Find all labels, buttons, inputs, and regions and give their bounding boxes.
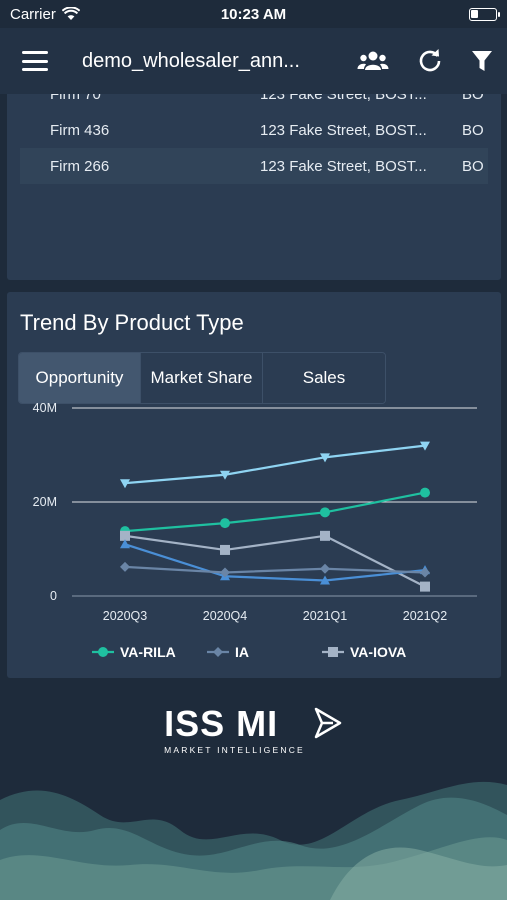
chart-tabs: Opportunity Market Share Sales <box>18 352 386 404</box>
legend-label: IA <box>235 644 249 660</box>
data-point <box>320 575 330 585</box>
wifi-icon <box>61 7 80 20</box>
tab-opportunity[interactable]: Opportunity <box>19 353 141 403</box>
decorative-waves <box>0 781 507 900</box>
data-point <box>420 567 430 578</box>
series-line <box>124 491 426 533</box>
series-line <box>124 565 426 574</box>
carrier-label: Carrier <box>10 5 56 23</box>
legend-marker <box>213 647 223 657</box>
data-point <box>220 470 230 480</box>
data-point <box>220 518 230 529</box>
filter-icon[interactable] <box>471 49 493 73</box>
firm-address: 123 Fake Street, BOST... <box>260 94 427 103</box>
battery-icon <box>469 7 500 21</box>
data-point <box>320 453 330 463</box>
logo-arrow-icon <box>314 707 342 739</box>
x-tick-label: 2021Q2 <box>403 609 448 623</box>
x-tick-label: 2021Q1 <box>303 609 348 623</box>
app-header: demo_wholesaler_ann... <box>0 28 507 94</box>
x-tick-label: 2020Q4 <box>203 609 248 623</box>
logo-text: ISS MI <box>164 703 279 744</box>
tab-sales[interactable]: Sales <box>263 353 385 403</box>
data-point <box>220 544 230 555</box>
legend-marker <box>98 647 108 657</box>
page-title: demo_wholesaler_ann... <box>82 49 300 72</box>
firm-address: 123 Fake Street, BOST... <box>260 121 427 139</box>
data-point <box>220 567 230 578</box>
trend-line-chart: 0 20M 40M 2020Q3 2020Q4 2021Q1 2021Q2 VA-RILA IA… <box>33 401 477 660</box>
firm-city: BO <box>462 157 484 175</box>
firm-name: Firm 266 <box>50 157 110 175</box>
table-row[interactable]: Firm 266 123 Fake Street, BOST... BO <box>20 148 488 184</box>
data-point <box>420 487 430 498</box>
legend-label: VA-RILA <box>120 644 176 660</box>
data-point <box>420 581 430 592</box>
firm-city: BO <box>462 94 484 103</box>
data-point <box>320 507 330 518</box>
firm-address: 123 Fake Street, BOST... <box>260 157 427 175</box>
users-icon[interactable] <box>357 50 389 72</box>
refresh-icon[interactable] <box>417 48 443 74</box>
series-line <box>124 543 426 582</box>
x-tick-label: 2020Q3 <box>103 609 148 623</box>
data-point <box>120 561 130 572</box>
data-point <box>120 539 130 549</box>
status-bar: Carrier 10:23 AM <box>0 0 507 28</box>
chart-title: Trend By Product Type <box>20 310 244 335</box>
legend-marker <box>328 647 338 657</box>
firm-city: BO <box>462 121 484 139</box>
data-point <box>420 441 430 451</box>
series-line <box>124 534 426 588</box>
data-point <box>320 530 330 541</box>
iss-mi-logo: ISS MI MARKET INTELLIGENCE <box>0 706 507 755</box>
firms-table: Firm 70 123 Fake Street, BOST... BO Firm… <box>7 94 501 280</box>
data-point <box>120 530 130 541</box>
y-tick-label: 40M <box>33 401 57 415</box>
hamburger-menu-icon[interactable] <box>22 51 48 71</box>
tab-market-share[interactable]: Market Share <box>141 353 263 403</box>
data-point <box>120 479 130 489</box>
y-tick-label: 20M <box>33 495 57 509</box>
y-tick-label: 0 <box>50 589 57 603</box>
series-line <box>124 444 426 485</box>
data-point <box>320 563 330 574</box>
firm-name: Firm 436 <box>50 121 110 139</box>
legend-label: VA-IOVA <box>350 644 406 660</box>
table-row[interactable]: Firm 70 123 Fake Street, BOST... BO <box>20 94 488 112</box>
trend-chart-card: Trend By Product Type Opportunity Market… <box>7 292 501 678</box>
firm-name: Firm 70 <box>50 94 101 103</box>
logo-subtext: MARKET INTELLIGENCE <box>164 745 305 755</box>
table-row[interactable]: Firm 436 123 Fake Street, BOST... BO <box>20 112 488 148</box>
